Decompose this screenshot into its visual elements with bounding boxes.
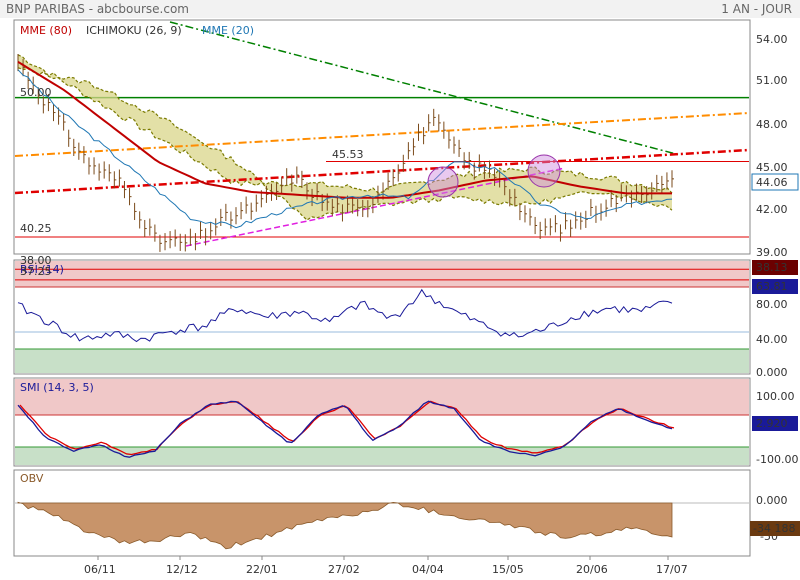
- legend-mme20: MME (20): [202, 24, 254, 37]
- trendline-magenta: [185, 167, 566, 247]
- ichimoku-span-b: [17, 67, 673, 221]
- trendline-red: [14, 148, 750, 195]
- x-label-3: 27/02: [328, 563, 360, 576]
- legend-ichimoku: ICHIMOKU (26, 9): [86, 24, 182, 37]
- rsi-tick-80: 80.00: [756, 298, 788, 311]
- chart-title: BNP PARIBAS - abcbourse.com: [6, 2, 189, 16]
- chart-header: BNP PARIBAS - abcbourse.com 1 AN - JOUR: [0, 0, 800, 18]
- rsi-tick-0: 0.000: [756, 366, 788, 379]
- x-label-4: 04/04: [412, 563, 444, 576]
- smi-tick-neg100: -100.00: [756, 453, 798, 466]
- level-label-3725: 37.25: [20, 265, 52, 278]
- last-price-tag: [751, 173, 799, 191]
- rsi-oversold-zone: [15, 349, 749, 373]
- ichimoku-span-a: [17, 54, 673, 194]
- obv-area: [17, 501, 673, 550]
- y-tick-42: 42.00: [756, 203, 788, 216]
- chart-period: 1 AN - JOUR: [721, 2, 792, 16]
- obv-panel: [13, 469, 751, 557]
- x-label-1: 12/12: [166, 563, 198, 576]
- last-price-label: 44.06: [756, 176, 788, 189]
- rsi-title: RSI (14): [20, 263, 64, 276]
- rsi-line: [17, 288, 673, 343]
- obv-last-tag: [750, 521, 800, 536]
- x-label-6: 20/06: [576, 563, 608, 576]
- last-low-label: 38.13: [756, 261, 788, 274]
- x-label-7: 17/07: [656, 563, 688, 576]
- y-tick-51: 51.00: [756, 74, 788, 87]
- legend-mme80: MME (80): [20, 24, 72, 37]
- level-label-4553: 45.53: [332, 148, 364, 161]
- obv-last-label: -34 188: [753, 522, 795, 535]
- x-label-2: 22/01: [246, 563, 278, 576]
- rsi-tick-40: 40.00: [756, 333, 788, 346]
- smi-title: SMI (14, 3, 5): [20, 381, 94, 394]
- obv-title: OBV: [20, 472, 44, 485]
- rsi-last-label: 63.81: [756, 280, 788, 293]
- y-tick-48: 48.00: [756, 118, 788, 131]
- x-label-5: 15/05: [492, 563, 524, 576]
- rsi-panel: [13, 259, 751, 375]
- obv-tick-0: 0.000: [756, 494, 788, 507]
- x-label-0: 06/11: [84, 563, 116, 576]
- level-label-4025: 40.25: [20, 222, 52, 235]
- mme20-line: [17, 69, 673, 229]
- level-label-38: 38.00: [20, 254, 52, 267]
- smi-last-tag: [752, 416, 798, 431]
- last-low-tag: [752, 260, 798, 275]
- y-tick-45: 45.00: [756, 161, 788, 174]
- smi-tick-100: 100.00: [756, 390, 795, 403]
- y-tick-39: 39.00: [756, 246, 788, 259]
- trendline-orange: [14, 112, 750, 157]
- rsi-last-tag: [752, 279, 798, 294]
- y-tick-54: 54.00: [756, 33, 788, 46]
- signal-circle-2: [527, 154, 561, 188]
- rsi-overbought-zone: [15, 261, 749, 287]
- smi-panel: [13, 377, 751, 467]
- smi-overbought-zone: [15, 379, 749, 415]
- main-panel: [13, 19, 751, 255]
- mme80-line: [17, 60, 672, 199]
- level-label-50: 50.00: [20, 86, 52, 99]
- smi-oversold-zone: [15, 447, 749, 465]
- smi-last-label: 2.920: [756, 417, 788, 430]
- signal-circle-1: [427, 166, 459, 198]
- ichimoku-cloud: [18, 54, 672, 220]
- trendline-green: [169, 21, 681, 156]
- smi-line: [17, 400, 673, 458]
